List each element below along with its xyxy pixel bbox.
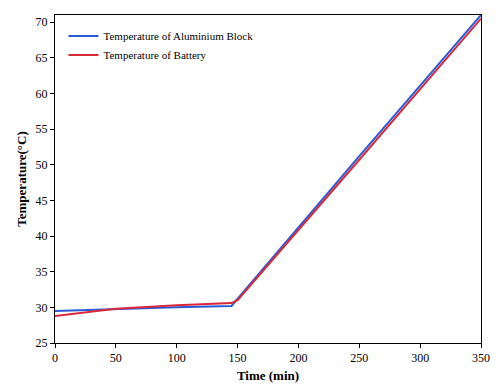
svg-text:Temperature of Aluminium Block: Temperature of Aluminium Block <box>104 30 254 42</box>
svg-text:70: 70 <box>36 15 48 29</box>
svg-text:Time (min): Time (min) <box>237 368 299 383</box>
svg-text:65: 65 <box>36 51 48 65</box>
svg-text:50: 50 <box>110 351 122 365</box>
svg-text:200: 200 <box>289 351 307 365</box>
svg-text:30: 30 <box>36 301 48 315</box>
svg-text:100: 100 <box>168 351 186 365</box>
svg-text:Temperature of Battery: Temperature of Battery <box>104 49 207 61</box>
svg-text:45: 45 <box>36 194 48 208</box>
svg-text:250: 250 <box>350 351 368 365</box>
svg-text:Temperature(°C): Temperature(°C) <box>14 131 29 226</box>
svg-text:300: 300 <box>411 351 429 365</box>
svg-text:350: 350 <box>472 351 490 365</box>
svg-text:40: 40 <box>36 229 48 243</box>
svg-text:0: 0 <box>52 351 58 365</box>
svg-text:50: 50 <box>36 158 48 172</box>
svg-text:35: 35 <box>36 265 48 279</box>
svg-text:60: 60 <box>36 87 48 101</box>
svg-text:55: 55 <box>36 122 48 136</box>
svg-text:25: 25 <box>36 336 48 350</box>
svg-text:150: 150 <box>229 351 247 365</box>
